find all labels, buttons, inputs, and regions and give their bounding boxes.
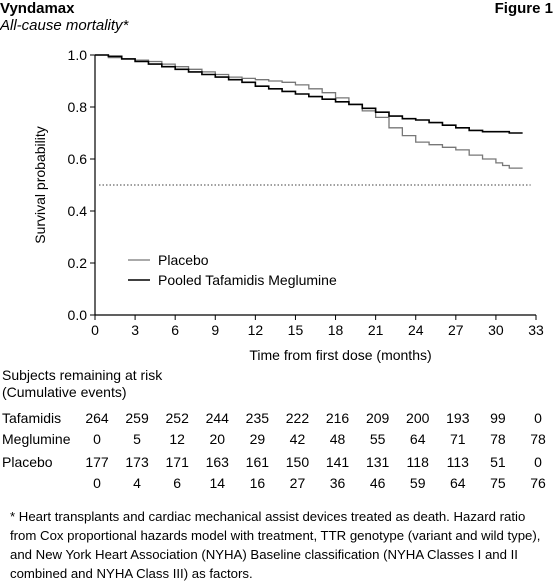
x-tick-label: 9 [211,322,219,338]
y-axis-title: Survival probability [32,126,48,244]
y-tick-label: 0.8 [68,99,88,115]
risk-cell: 193 [446,410,470,426]
risk-cell: 6 [173,475,182,491]
risk-cell: 71 [450,431,466,447]
risk-cell: 48 [329,431,346,447]
risk-cell: 200 [406,410,430,426]
risk-cell: 20 [209,431,226,447]
risk-row-label: Meglumine [2,431,71,447]
risk-cell: 118 [406,454,429,470]
risk-cell: 171 [165,454,189,470]
risk-cell: 173 [125,454,149,470]
risk-cell: 64 [409,431,426,447]
risk-cell: 64 [450,475,466,491]
risk-cell: 209 [365,410,390,426]
risk-cell: 16 [249,475,266,491]
series-line-tafamidis [95,54,523,134]
risk-cell: 78 [530,431,546,447]
x-tick-label: 30 [488,322,504,338]
risk-cell: 46 [369,475,386,491]
x-tick-label: 24 [408,322,424,338]
risk-cell: 244 [205,410,229,426]
risk-cell: 59 [409,475,426,491]
risk-cell: 27 [289,475,306,491]
risk-cell: 36 [329,475,346,491]
brand-title: Vyndamax [0,0,75,17]
survival-chart: 0.0 0.2 0.4 0.6 0.8 1.0 0 3 6 9 12 15 18 21 24 27 30 33 Ti… [32,47,544,363]
risk-cell: 161 [245,454,270,470]
footnote: * Heart transplants and cardiac mechanic… [10,509,541,581]
risk-cell: 0 [93,431,101,447]
risk-cell: 55 [369,431,386,447]
risk-table-title: Subjects remaining at risk (Cumulative e… [2,367,162,401]
x-axis-title: Time from first dose (months) [249,347,431,363]
risk-table-title-line2: (Cumulative events) [2,384,127,400]
x-tick-label: 15 [288,322,304,338]
risk-cell: 12 [169,431,185,447]
x-tick-label: 0 [91,322,99,338]
y-tick-label: 0.2 [68,255,88,271]
x-tick-label: 3 [131,322,139,338]
risk-cell: 113 [446,454,469,470]
risk-cell: 141 [325,454,350,470]
risk-cell: 0 [534,454,542,470]
risk-cell: 14 [209,475,226,491]
x-tick-label: 18 [328,322,344,338]
y-tick-label: 1.0 [68,47,88,63]
x-tick-label: 12 [248,322,264,338]
risk-table-title-line1: Subjects remaining at risk [2,367,163,383]
risk-cell: 5 [133,431,141,447]
x-tick-label: 21 [368,322,384,338]
risk-row-label: Tafamidis [2,410,62,426]
y-tick-label: 0.6 [68,151,88,167]
risk-cell: 4 [133,475,141,491]
risk-cell: 177 [85,454,109,470]
risk-cell: 0 [93,475,101,491]
risk-cell: 75 [490,475,506,491]
risk-cell: 51 [490,454,506,470]
risk-cell: 76 [530,475,546,491]
risk-cell: 163 [205,454,229,470]
x-tick-label: 27 [448,322,464,338]
risk-cell: 259 [125,410,149,426]
x-tick-label: 6 [171,322,179,338]
risk-cell: 216 [325,410,350,426]
figure-label: Figure 1 [494,0,553,17]
risk-cell: 264 [85,410,109,426]
risk-cell: 78 [490,431,506,447]
risk-cell: 235 [245,410,270,426]
legend-label: Placebo [158,252,209,268]
x-tick-label: 33 [528,322,544,338]
legend-label: Pooled Tafamidis Meglumine [158,272,337,288]
y-tick-label: 0.0 [68,307,88,323]
risk-cell: 131 [365,454,390,470]
risk-cell: 252 [165,410,189,426]
risk-cell: 29 [249,431,266,447]
risk-cell: 42 [289,431,306,447]
risk-cell: 150 [285,454,310,470]
risk-cell: 222 [285,410,310,426]
series-line-placebo [95,54,523,169]
chart-subtitle: All-cause mortality* [0,17,129,34]
y-tick-label: 0.4 [68,203,88,219]
risk-row-label: Placebo [2,454,53,470]
risk-cell: 0 [534,410,542,426]
risk-cell: 99 [490,410,506,426]
